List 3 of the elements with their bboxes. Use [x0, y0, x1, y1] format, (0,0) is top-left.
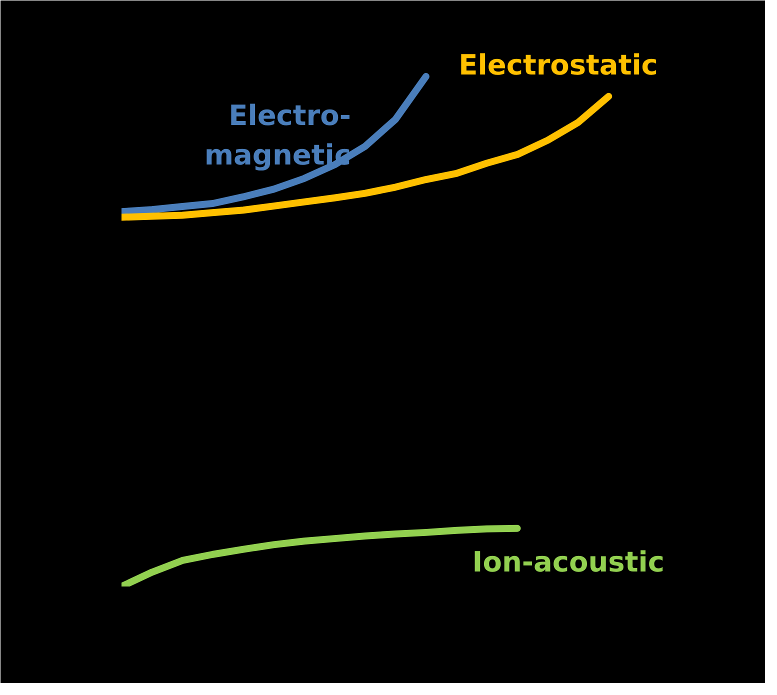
series-label: Electro- magnetic: [204, 98, 351, 172]
series-label: Ion-acoustic: [472, 545, 664, 578]
series-label: Electrostatic: [458, 48, 658, 82]
